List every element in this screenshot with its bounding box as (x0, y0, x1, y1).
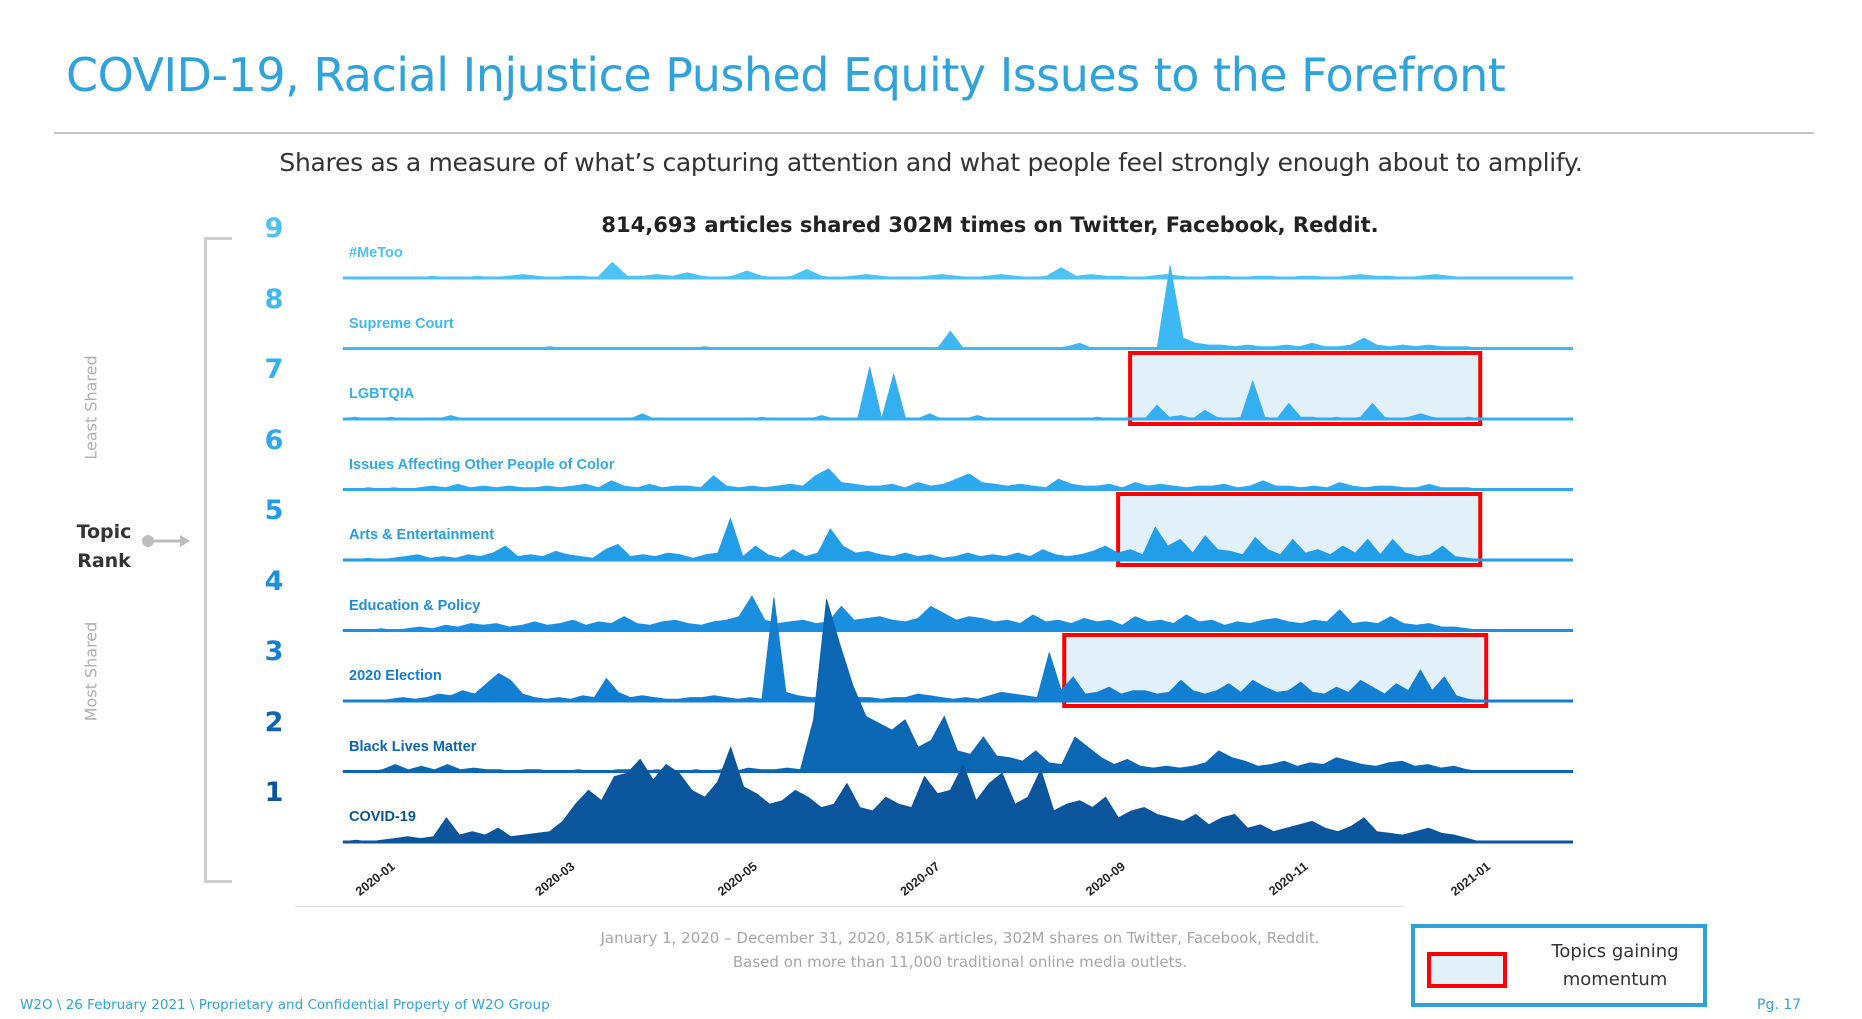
series-area-issues-affecting-other-people-of-color (342, 468, 1481, 490)
chart-heading: 814,693 articles shared 302M times on Tw… (601, 213, 1379, 237)
legend-label-line1: Topics gaining (1551, 941, 1679, 962)
rank-number: 6 (264, 424, 284, 456)
data-note-line2: Based on more than 11,000 traditional on… (732, 953, 1188, 971)
x-tick-label: 2020-05 (715, 859, 760, 898)
legend-swatch (1427, 952, 1507, 988)
series-area--metoo (342, 262, 1481, 279)
x-tick-label: 2020-01 (353, 859, 398, 898)
slide-subtitle: Shares as a measure of what’s capturing … (279, 148, 1583, 177)
series-area-arts-entertainment (342, 518, 1481, 561)
rank-number: 4 (264, 565, 284, 597)
page-number: Pg. 17 (1757, 997, 1802, 1013)
x-tick-label: 2020-09 (1083, 859, 1128, 898)
series-label: #MeToo (349, 245, 403, 261)
x-tick-label: 2020-11 (1266, 859, 1310, 898)
footer-text: W2O \ 26 February 2021 \ Proprietary and… (20, 997, 550, 1013)
rank-number: 2 (264, 706, 284, 738)
series-label: Arts & Entertainment (349, 527, 495, 543)
series-area-black-lives-matter (342, 599, 1481, 772)
x-tick-label: 2020-07 (898, 859, 943, 898)
slide-title: COVID-19, Racial Injustice Pushed Equity… (66, 48, 1506, 102)
legend-label-line2: momentum (1562, 969, 1668, 990)
series-label: 2020 Election (349, 668, 442, 684)
rank-number: 9 (264, 213, 284, 244)
data-note-line1: January 1, 2020 – December 31, 2020, 815… (600, 929, 1320, 947)
rank-bracket (204, 237, 232, 883)
x-tick-label: 2020-03 (533, 859, 578, 898)
legend: Topics gaining momentum (1411, 924, 1707, 1007)
rank-number: 7 (264, 354, 284, 385)
chart-bottom-divider (295, 906, 1405, 907)
topic-rank-line2: Rank (77, 550, 131, 572)
series-label: LGBTQIA (349, 386, 415, 402)
series-label: Education & Policy (349, 597, 481, 614)
rank-number: 3 (264, 636, 284, 667)
series-label: COVID-19 (349, 809, 416, 825)
arrow-icon (142, 535, 190, 547)
legend-label: Topics gaining momentum (1535, 938, 1695, 994)
x-tick-label: 2021-01 (1448, 859, 1493, 898)
momentum-highlight-box (1128, 351, 1483, 426)
topic-rank-line1: Topic (76, 521, 132, 543)
series-area-covid-19 (342, 746, 1481, 843)
rank-number: 5 (264, 495, 284, 526)
series-label: Supreme Court (349, 315, 454, 332)
title-divider (54, 132, 1814, 134)
series-area-2020-election (342, 597, 1481, 702)
rank-number: 8 (264, 283, 284, 315)
topic-rank-label: Topic Rank (64, 518, 144, 576)
series-label: Issues Affecting Other People of Color (349, 456, 615, 473)
rank-number: 1 (264, 777, 284, 808)
series-area-education-policy (342, 595, 1481, 631)
series-label: Black Lives Matter (349, 738, 477, 755)
